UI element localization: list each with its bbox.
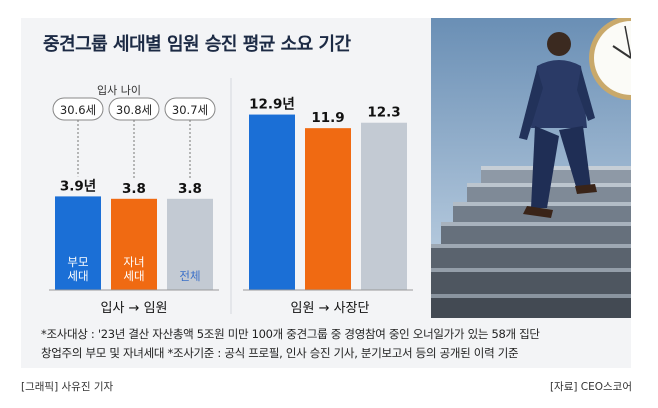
x-axis-label-right: 임원 → 사장단 [291, 301, 370, 316]
footnote-line-1: *조사대상 : '23년 결산 자산총액 5조원 미만 100개 중견그룹 중 … [41, 327, 540, 341]
entry-age-value: 30.7세 [172, 103, 208, 117]
stairs-illustration [431, 18, 631, 318]
businessman-figure [519, 32, 597, 218]
bar-entry-to-exec [167, 198, 213, 290]
clock-icon [589, 18, 631, 100]
entry-age-value: 30.8세 [116, 103, 152, 117]
bar-category-label: 자녀 [123, 255, 144, 269]
bar-category-label: 세대 [67, 269, 88, 283]
graphic-credit: [그래픽] 사유진 기자 [21, 381, 114, 393]
bar-value-label: 3.8 [122, 181, 146, 197]
entry-age-value: 30.6세 [60, 103, 96, 117]
bar-category-label: 전체 [179, 269, 200, 283]
bar-exec-to-president [305, 128, 351, 290]
bar-charts: 입사 나이30.6세3.9년부모세대30.8세3.8자녀세대30.7세3.8전체… [49, 78, 413, 316]
bar-category-label: 부모 [67, 255, 88, 269]
bar-value-label: 3.9년 [60, 178, 96, 194]
bar-exec-to-president [361, 122, 407, 290]
source-credit: [자료] CEO스코어 [549, 381, 632, 393]
bar-category-label: 세대 [123, 269, 144, 283]
bar-value-label: 3.8 [178, 181, 202, 197]
footnote-line-2: 창업주의 부모 및 자녀세대 *조사기준 : 공식 프로필, 인사 승진 기사,… [41, 346, 519, 360]
bar-entry-to-exec [111, 198, 157, 290]
bar-exec-to-president [249, 114, 295, 290]
chart-title: 중견그룹 세대별 임원 승진 평균 소요 기간 [43, 34, 351, 55]
x-axis-label-left: 입사 → 임원 [101, 301, 168, 316]
infographic-panel: 중견그룹 세대별 임원 승진 평균 소요 기간 [21, 18, 631, 368]
entry-age-label: 입사 나이 [97, 84, 141, 97]
bar-entry-to-exec [55, 196, 101, 290]
footnote: *조사대상 : '23년 결산 자산총액 5조원 미만 100개 중견그룹 중 … [41, 325, 540, 363]
bar-value-label: 12.3 [367, 105, 400, 121]
bar-value-label: 11.9 [311, 110, 344, 126]
bar-value-label: 12.9년 [249, 97, 295, 113]
